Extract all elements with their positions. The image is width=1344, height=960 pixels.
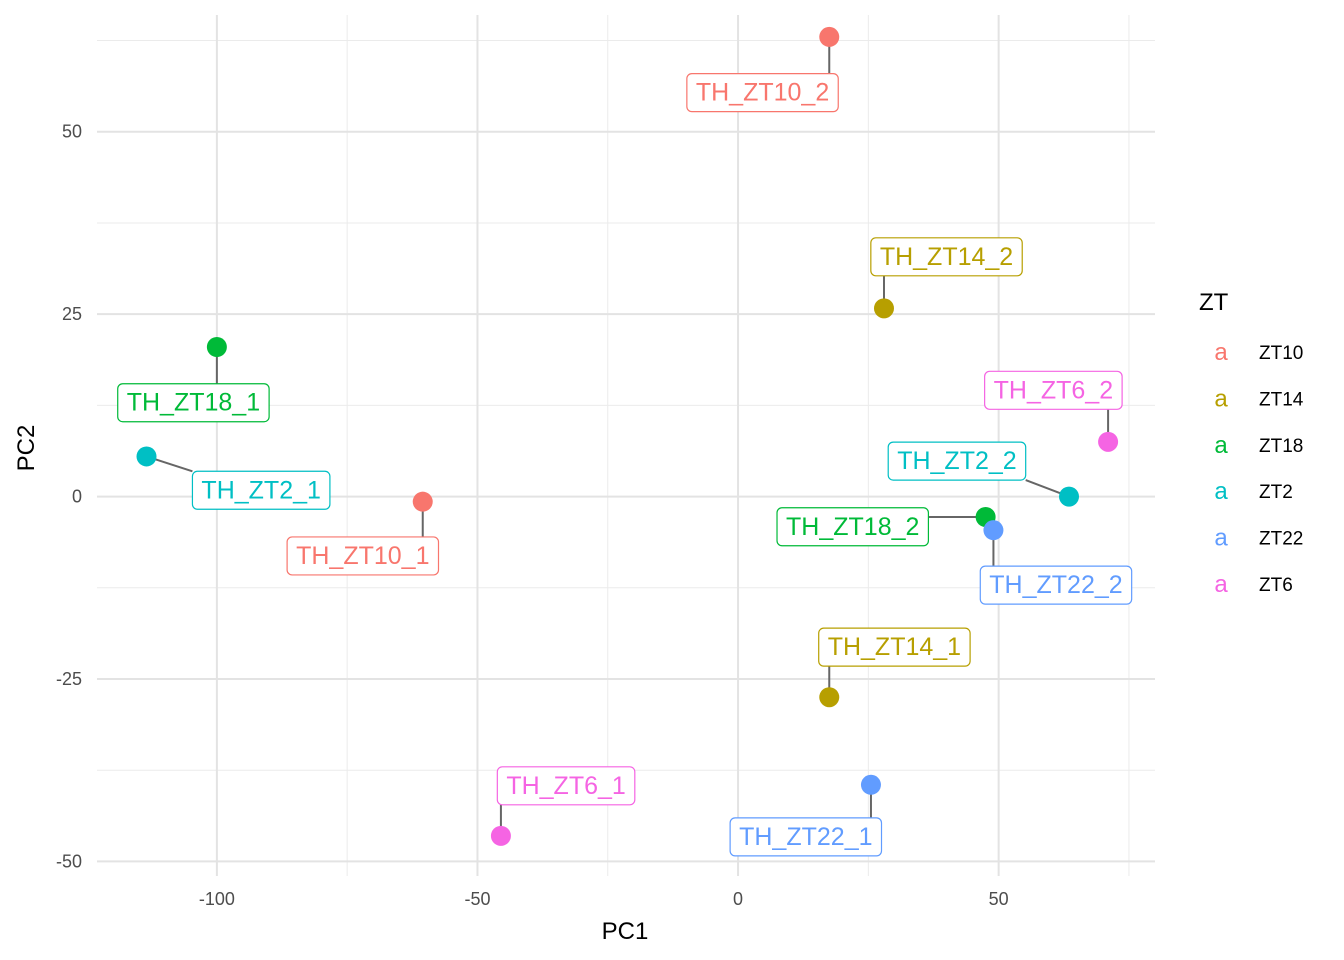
point-label-box	[870, 237, 1023, 277]
y-tick-label: -25	[56, 669, 82, 689]
point-label: TH_ZT2_2	[887, 441, 1027, 481]
point-label-text: TH_ZT18_1	[127, 389, 260, 417]
point-label-text: TH_ZT14_2	[880, 243, 1013, 271]
y-axis-title: PC2	[13, 425, 40, 472]
x-tick-label: -50	[464, 889, 490, 909]
point-label: TH_ZT18_2	[776, 507, 930, 547]
point-label-text: TH_ZT14_1	[828, 633, 961, 661]
point-label-text: TH_ZT6_2	[994, 376, 1113, 404]
x-tick-label: 50	[989, 889, 1009, 909]
y-tick-label: 25	[62, 304, 82, 324]
data-point	[819, 687, 840, 708]
data-point	[412, 491, 433, 512]
data-point	[206, 336, 227, 357]
data-point	[1098, 431, 1119, 452]
legend: ZT a ZT10 a ZT14 a ZT18 a ZT2 a ZT22 a ZT6	[1199, 289, 1304, 598]
legend-title: ZT	[1199, 289, 1229, 316]
data-point	[490, 825, 511, 846]
point-label-box	[286, 536, 440, 576]
data-point	[860, 774, 881, 795]
data-point	[136, 446, 157, 467]
point-label: TH_ZT22_2	[979, 565, 1133, 605]
point-label-box	[191, 470, 331, 510]
point-label: TH_ZT6_2	[984, 370, 1123, 410]
y-tick-label: 50	[62, 122, 82, 142]
point-labels: TH_ZT10_2 TH_ZT14_2 TH_ZT18_1 TH_ZT6_2 TH_ZT…	[117, 73, 1133, 857]
label-connectors	[146, 36, 1110, 836]
legend-entry-label: ZT14	[1259, 389, 1304, 410]
legend-entry-label: ZT10	[1259, 343, 1303, 364]
point-label-box	[686, 73, 839, 113]
point-label: TH_ZT10_2	[686, 73, 839, 113]
point-label-text: TH_ZT2_2	[897, 447, 1016, 475]
point-label-box	[887, 441, 1027, 481]
legend-key-glyph: a	[1214, 339, 1228, 366]
point-label-box	[496, 766, 636, 806]
point-label-text: TH_ZT22_1	[739, 823, 872, 851]
point-label-box	[776, 507, 930, 547]
legend-key-glyph: a	[1214, 385, 1228, 412]
legend-key-glyph: a	[1214, 571, 1228, 598]
point-label: TH_ZT22_1	[729, 817, 883, 857]
legend-entry-label: ZT6	[1259, 575, 1293, 596]
point-label-box	[729, 817, 883, 857]
x-axis-title: PC1	[602, 918, 649, 945]
data-point	[873, 298, 894, 319]
legend-entry: a ZT22	[1214, 525, 1303, 552]
point-label: TH_ZT14_1	[818, 627, 971, 667]
point-label: TH_ZT18_1	[117, 383, 270, 423]
point-label: TH_ZT10_1	[286, 536, 440, 576]
point-label-text: TH_ZT18_2	[786, 513, 919, 541]
legend-key-glyph: a	[1214, 432, 1228, 459]
point-label-text: TH_ZT2_1	[201, 476, 320, 504]
data-point	[983, 520, 1004, 541]
x-tick-label: 0	[733, 889, 743, 909]
point-label: TH_ZT6_1	[496, 766, 636, 806]
point-label: TH_ZT14_2	[870, 237, 1023, 277]
legend-entry-label: ZT2	[1259, 482, 1293, 503]
legend-entry-label: ZT22	[1259, 529, 1303, 550]
point-label-box	[984, 370, 1123, 410]
y-tick-label: -50	[56, 851, 82, 871]
point-label-text: TH_ZT22_2	[989, 571, 1122, 599]
legend-entry-label: ZT18	[1259, 436, 1303, 457]
point-label-text: TH_ZT6_1	[506, 772, 625, 800]
x-tick-label: -100	[199, 889, 235, 909]
legend-key-glyph: a	[1214, 478, 1228, 505]
point-label-text: TH_ZT10_2	[696, 79, 829, 107]
legend-entry: a ZT2	[1214, 478, 1292, 505]
point-label-text: TH_ZT10_1	[296, 542, 429, 570]
legend-key-glyph: a	[1214, 525, 1228, 552]
point-label-box	[818, 627, 971, 667]
point-label: TH_ZT2_1	[191, 470, 331, 510]
legend-entry: a ZT18	[1214, 432, 1303, 459]
legend-entry: a ZT14	[1214, 385, 1303, 412]
legend-entries: a ZT10 a ZT14 a ZT18 a ZT2 a ZT22 a ZT6	[1214, 339, 1303, 598]
y-tick-label: 0	[72, 487, 82, 507]
axis-tick-labels: -100 -50 0 50 50 25 0 -25 -50	[56, 122, 1009, 909]
legend-entry: a ZT6	[1214, 571, 1292, 598]
data-point	[1059, 486, 1080, 507]
legend-entry: a ZT10	[1214, 339, 1303, 366]
point-label-box	[117, 383, 270, 423]
point-label-box	[979, 565, 1133, 605]
data-point	[819, 26, 840, 47]
data-points	[136, 26, 1119, 846]
